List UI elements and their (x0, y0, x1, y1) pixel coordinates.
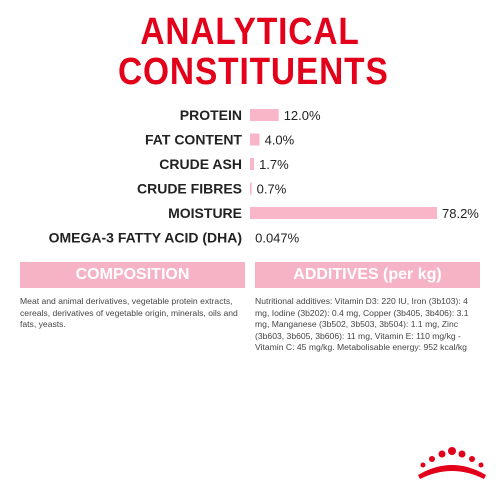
brand-logo (418, 447, 486, 479)
value-label: 12.0% (284, 108, 321, 123)
bar (250, 109, 279, 121)
chart: PROTEIN 12.0% FAT CONTENT 4.0% CRUDE ASH 1.7%… (49, 107, 480, 246)
category-label: CRUDE ASH (159, 156, 242, 172)
value-label: 0.7% (257, 182, 287, 197)
category-label: PROTEIN (180, 107, 242, 123)
composition-text: Meat and animal derivatives, vegetable p… (20, 296, 238, 329)
category-label: MOISTURE (168, 205, 242, 221)
logo-crown (418, 447, 486, 479)
bar (250, 158, 255, 170)
bar (250, 182, 252, 195)
category-label: CRUDE FIBRES (137, 181, 242, 197)
additives-text: Nutritional additives: Vitamin D3: 220 I… (255, 296, 469, 352)
category-label: FAT CONTENT (145, 132, 242, 148)
chart-title: ANALYTICAL CONSTITUENTS (118, 11, 389, 93)
value-label: 78.2% (442, 206, 479, 221)
value-label: 0.047% (255, 231, 300, 246)
value-label: 1.7% (259, 157, 289, 172)
bar (250, 207, 437, 219)
bar (250, 133, 260, 146)
category-label: OMEGA-3 FATTY ACID (DHA) (49, 230, 242, 246)
composition-title: COMPOSITION (20, 262, 245, 288)
additives-title: ADDITIVES (per kg) (255, 262, 480, 288)
value-label: 4.0% (265, 133, 295, 148)
